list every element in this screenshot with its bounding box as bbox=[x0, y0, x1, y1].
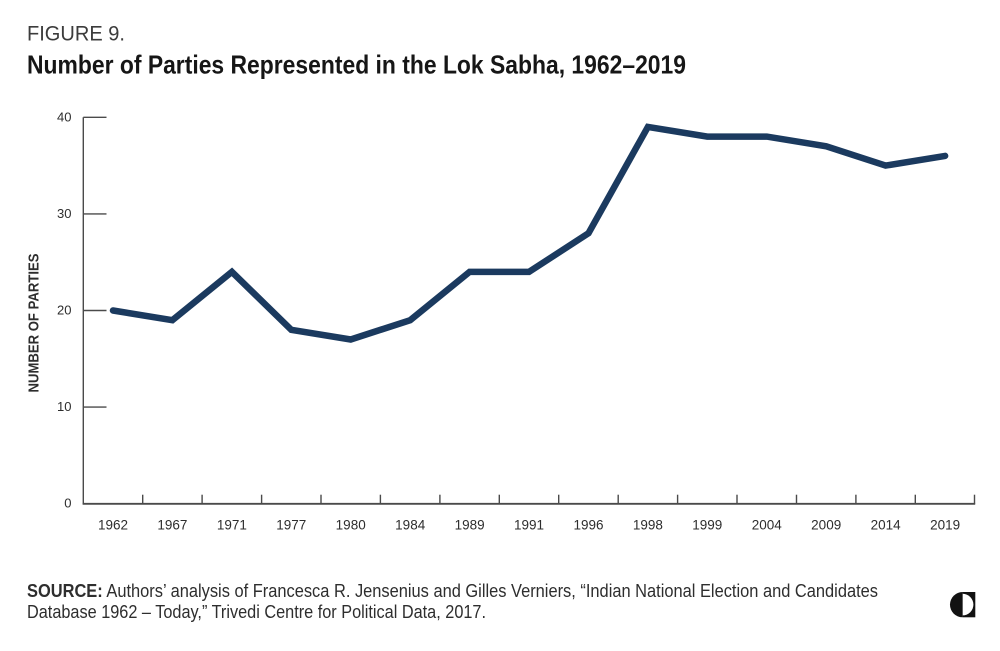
svg-text:30: 30 bbox=[57, 206, 71, 221]
svg-text:1996: 1996 bbox=[573, 518, 603, 533]
svg-text:10: 10 bbox=[57, 399, 71, 414]
svg-text:1991: 1991 bbox=[514, 518, 544, 533]
svg-text:40: 40 bbox=[57, 109, 71, 124]
svg-text:SOURCE: Authors’ analysis of F: SOURCE: Authors’ analysis of Francesca R… bbox=[27, 581, 878, 601]
svg-text:1977: 1977 bbox=[276, 518, 306, 533]
svg-text:Number of Parties Represented: Number of Parties Represented in the Lok… bbox=[27, 50, 686, 80]
svg-text:1984: 1984 bbox=[395, 518, 426, 533]
svg-text:1989: 1989 bbox=[455, 518, 485, 533]
svg-text:NUMBER OF PARTIES: NUMBER OF PARTIES bbox=[26, 254, 43, 393]
svg-text:Database 1962 – Today,” Trived: Database 1962 – Today,” Trivedi Centre f… bbox=[27, 602, 486, 622]
svg-text:1962: 1962 bbox=[98, 518, 128, 533]
svg-text:20: 20 bbox=[57, 303, 71, 318]
svg-text:2004: 2004 bbox=[752, 518, 783, 533]
svg-text:1998: 1998 bbox=[633, 518, 663, 533]
svg-text:FIGURE 9.: FIGURE 9. bbox=[27, 22, 125, 46]
svg-text:1980: 1980 bbox=[336, 518, 366, 533]
svg-text:1967: 1967 bbox=[157, 518, 187, 533]
svg-text:2019: 2019 bbox=[930, 518, 960, 533]
svg-text:2014: 2014 bbox=[871, 518, 902, 533]
svg-text:2009: 2009 bbox=[811, 518, 841, 533]
svg-text:0: 0 bbox=[64, 496, 71, 511]
svg-text:1999: 1999 bbox=[692, 518, 722, 533]
svg-text:1971: 1971 bbox=[217, 518, 247, 533]
